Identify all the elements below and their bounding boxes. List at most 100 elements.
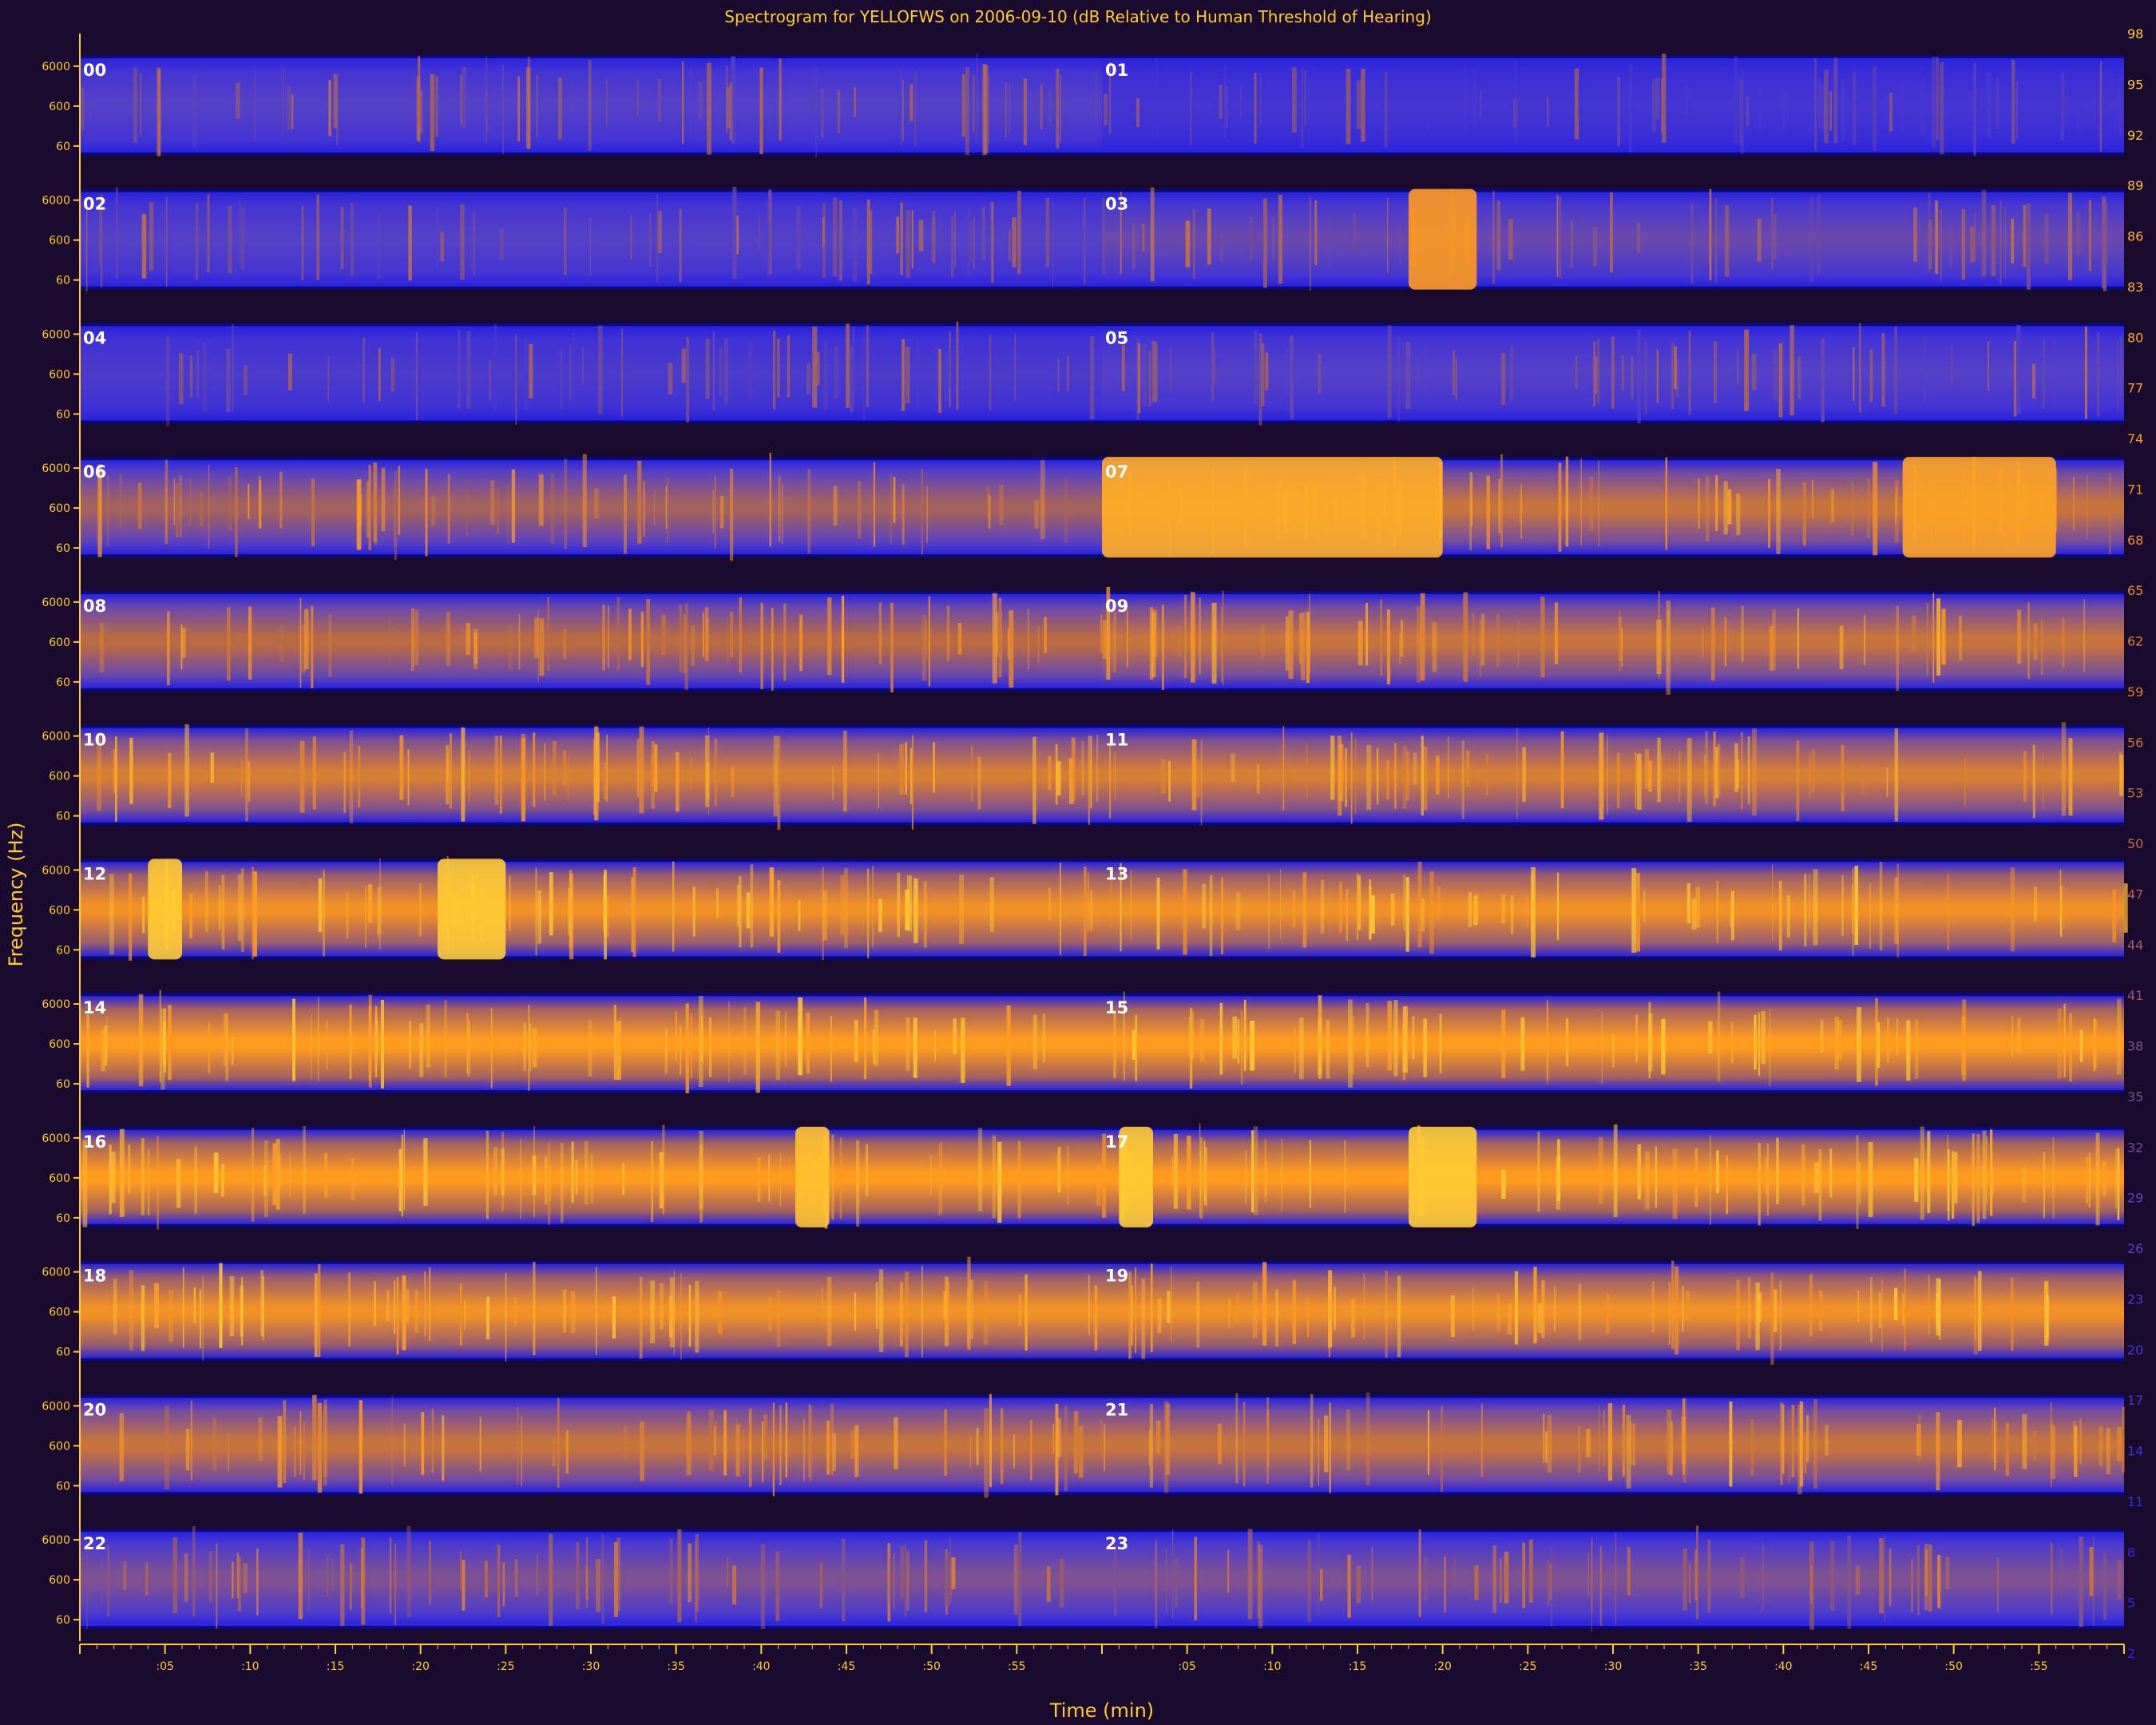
noise-streak xyxy=(406,1289,410,1323)
noise-streak xyxy=(1432,622,1437,672)
noise-streak xyxy=(301,625,306,673)
noise-streak xyxy=(1240,85,1242,117)
noise-streak xyxy=(856,1023,858,1058)
noise-streak xyxy=(323,1404,327,1486)
noise-streak xyxy=(1235,1393,1239,1484)
noise-streak xyxy=(1913,207,1917,262)
noise-streak xyxy=(318,997,319,1081)
noise-streak xyxy=(539,618,545,676)
noise-streak xyxy=(973,217,975,270)
noise-streak xyxy=(99,623,105,672)
noise-streak xyxy=(1252,1281,1258,1338)
noise-streak xyxy=(97,464,102,557)
noise-streak xyxy=(459,1283,462,1346)
noise-streak xyxy=(245,728,248,822)
noise-streak xyxy=(1209,874,1213,957)
noise-streak xyxy=(682,61,684,145)
noise-streak xyxy=(213,1152,219,1193)
noise-streak xyxy=(867,868,870,958)
noise-streak xyxy=(1363,1273,1365,1339)
y-tick-label: 60 xyxy=(56,141,70,153)
noise-streak xyxy=(940,1142,942,1214)
noise-streak xyxy=(686,337,690,422)
noise-streak xyxy=(1501,353,1506,406)
noise-streak xyxy=(293,1426,296,1477)
noise-streak xyxy=(1046,1566,1051,1603)
noise-streak xyxy=(656,194,658,283)
noise-streak xyxy=(796,205,801,270)
noise-streak xyxy=(863,334,865,422)
noise-streak xyxy=(906,346,910,403)
noise-streak xyxy=(906,1551,910,1611)
noise-streak xyxy=(381,467,386,532)
noise-streak xyxy=(1045,197,1050,268)
noise-streak xyxy=(1603,1410,1605,1466)
noise-streak xyxy=(959,874,964,945)
y-tick-label: 600 xyxy=(49,904,70,917)
noise-streak xyxy=(1644,748,1650,789)
noise-streak xyxy=(513,1297,517,1326)
noise-streak xyxy=(303,1422,305,1480)
noise-streak xyxy=(1715,475,1718,531)
noise-streak xyxy=(327,356,330,401)
noise-streak xyxy=(2085,326,2087,419)
noise-streak xyxy=(842,1538,846,1621)
noise-streak xyxy=(1499,1557,1502,1603)
noise-streak xyxy=(537,890,541,944)
colorbar-tick-label: 44 xyxy=(2127,938,2143,953)
noise-streak xyxy=(471,215,474,272)
noise-streak xyxy=(2043,1152,2045,1219)
noise-streak xyxy=(1802,482,1806,546)
noise-streak xyxy=(1345,748,1347,807)
noise-streak xyxy=(757,1157,761,1203)
noise-streak xyxy=(1547,97,1549,127)
noise-streak xyxy=(1511,895,1514,934)
noise-streak xyxy=(1926,602,1928,676)
noise-streak xyxy=(462,67,467,128)
noise-streak xyxy=(921,468,923,555)
noise-streak xyxy=(1796,740,1800,821)
noise-streak xyxy=(1235,1292,1239,1324)
noise-streak xyxy=(1455,358,1457,400)
noise-streak xyxy=(826,1421,830,1475)
noise-streak xyxy=(263,1165,267,1196)
noise-streak xyxy=(277,1416,283,1488)
noise-streak xyxy=(1302,872,1307,948)
noise-streak xyxy=(889,1558,890,1604)
noise-streak xyxy=(2015,81,2018,139)
noise-streak xyxy=(654,744,658,792)
noise-streak xyxy=(900,1545,905,1599)
noise-streak xyxy=(1694,1549,1698,1601)
noise-streak xyxy=(1818,79,1821,129)
noise-streak xyxy=(640,612,644,668)
noise-streak xyxy=(517,1406,519,1485)
noise-streak xyxy=(1387,343,1389,419)
noise-streak xyxy=(1671,343,1674,409)
noise-streak xyxy=(2092,1537,2095,1626)
noise-streak xyxy=(582,346,584,385)
noise-streak xyxy=(787,335,791,398)
hour-label-16: 16 xyxy=(83,1132,106,1152)
noise-streak xyxy=(1565,456,1569,547)
noise-streak xyxy=(1155,1539,1158,1628)
noise-streak xyxy=(1214,349,1216,383)
noise-streak xyxy=(1318,353,1322,394)
noise-streak xyxy=(184,724,189,817)
noise-streak xyxy=(548,1143,551,1225)
noise-streak xyxy=(1947,1134,1949,1211)
noise-streak xyxy=(225,1013,228,1081)
noise-streak xyxy=(1661,754,1663,789)
noise-streak xyxy=(712,331,715,411)
noise-streak xyxy=(1547,1414,1552,1473)
noise-streak xyxy=(1809,751,1811,798)
noise-streak xyxy=(735,1424,740,1477)
noise-streak xyxy=(298,1533,303,1620)
noise-streak xyxy=(743,1430,744,1474)
noise-streak xyxy=(1789,325,1794,416)
noise-streak xyxy=(1918,1415,1921,1462)
noise-streak xyxy=(707,62,711,155)
noise-streak xyxy=(406,1525,411,1618)
noise-streak xyxy=(1961,1016,1967,1075)
noise-streak xyxy=(1199,1123,1201,1218)
noise-streak xyxy=(1023,78,1028,145)
